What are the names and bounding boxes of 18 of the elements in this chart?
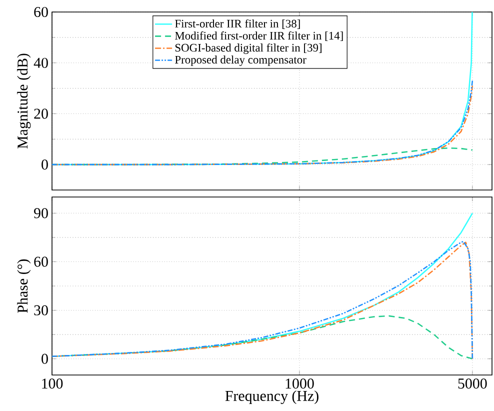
legend-label: Proposed delay compensator — [175, 55, 306, 66]
legend-label: Modified first-order IIR filter in [14] — [175, 31, 343, 41]
y-axis-title: Phase (°) — [17, 259, 31, 313]
x-tick-label: 5000 — [458, 378, 487, 389]
y-axis-title: Magnitude (dB) — [17, 54, 31, 148]
legend-label: First-order IIR filter in [38] — [175, 19, 300, 29]
y-tick-label: 30 — [34, 305, 48, 316]
y-tick-label: 40 — [34, 58, 48, 68]
y-tick-label: 60 — [34, 6, 48, 18]
x-axis-title: Frequency (Hz) — [225, 390, 318, 404]
y-tick-label: 0 — [42, 160, 48, 170]
x-tick-label: 1000 — [286, 378, 314, 389]
y-tick-label: 0 — [42, 354, 48, 364]
y-tick-label: 90 — [34, 208, 48, 218]
legend-label: SOGI-based digital filter in [39] — [175, 43, 322, 54]
y-tick-label: 60 — [34, 256, 48, 267]
y-tick-label: 20 — [34, 108, 48, 119]
x-tick-label: 100 — [42, 378, 63, 389]
